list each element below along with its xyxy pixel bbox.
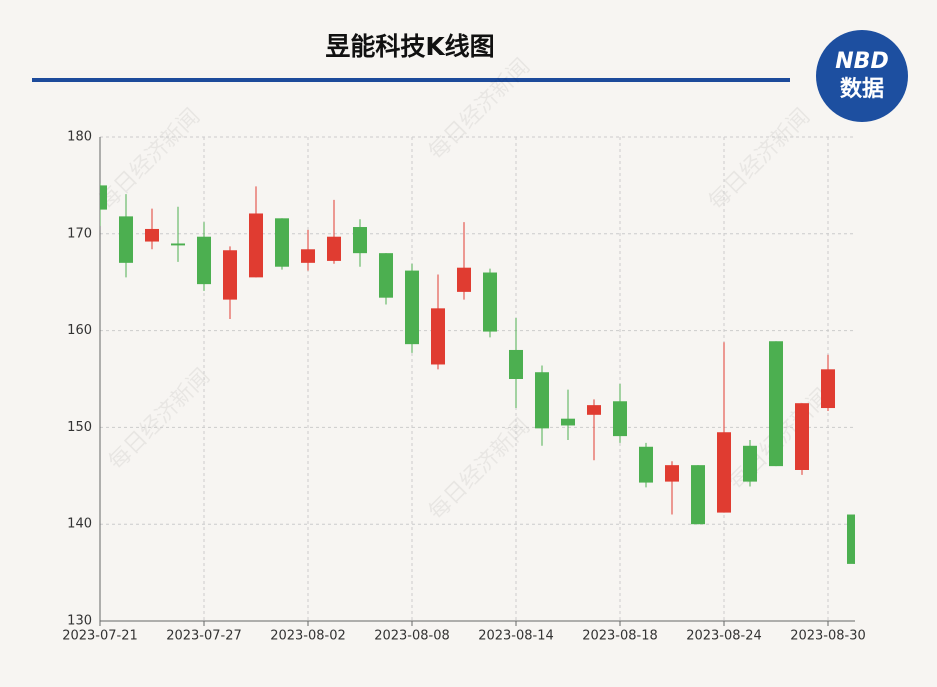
logo-circle	[816, 30, 908, 122]
candle-body	[587, 405, 601, 415]
candle-body	[100, 185, 107, 210]
chart-title: 昱能科技K线图	[325, 32, 494, 61]
candle-body	[223, 250, 237, 300]
candle-body	[613, 401, 627, 437]
x-tick-label: 2023-08-02	[270, 629, 346, 644]
candle-body	[483, 272, 497, 332]
logo-bottom: 数据	[840, 76, 884, 102]
candle-body	[145, 228, 159, 242]
candle-body	[665, 465, 679, 482]
candle-body	[509, 349, 523, 379]
candle-body	[457, 267, 471, 292]
candle-body	[769, 341, 783, 467]
candle-body	[717, 432, 731, 513]
candle-body	[275, 218, 289, 267]
candle-body	[353, 227, 367, 254]
candle-body	[431, 308, 445, 365]
y-tick-label: 130	[67, 614, 92, 629]
candle-body	[379, 253, 393, 298]
y-tick-label: 180	[67, 130, 92, 145]
candle-body	[561, 418, 575, 426]
x-tick-label: 2023-08-24	[686, 629, 762, 644]
candle-body	[197, 236, 211, 285]
title-rule	[32, 78, 790, 82]
y-tick-label: 140	[67, 517, 92, 532]
y-tick-label: 170	[67, 226, 92, 241]
candle-body	[249, 213, 263, 278]
plot: 130 140 150 160 170 180 2023-07-21 2023-07-27 20…	[62, 130, 866, 644]
x-tick-label: 2023-07-21	[62, 629, 138, 644]
candle-body	[327, 236, 341, 261]
candle-body	[847, 514, 855, 564]
candle-body	[171, 243, 185, 246]
x-tick-label: 2023-08-18	[582, 629, 658, 644]
candle-body	[119, 216, 133, 263]
y-tick-label: 150	[67, 420, 92, 435]
candle-body	[821, 369, 835, 409]
candle-body	[301, 249, 315, 263]
candle-body	[691, 465, 705, 525]
x-tick-label: 2023-08-14	[478, 629, 554, 644]
x-tick-label: 2023-08-08	[374, 629, 450, 644]
y-tick-label: 160	[67, 323, 92, 338]
x-tick-label: 2023-08-30	[790, 629, 866, 644]
candle-body	[795, 403, 809, 470]
logo-top: NBD	[835, 49, 888, 74]
candle-body	[405, 270, 419, 345]
candle-body	[743, 445, 757, 482]
candle-body	[535, 372, 549, 429]
candles	[100, 183, 855, 564]
candle-body	[639, 446, 653, 483]
x-tick-label: 2023-07-27	[166, 629, 242, 644]
